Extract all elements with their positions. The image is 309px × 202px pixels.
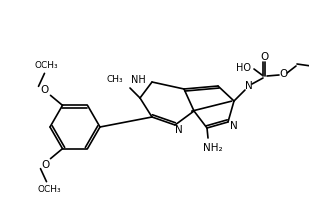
Text: OCH₃: OCH₃	[38, 185, 61, 194]
Text: HO: HO	[236, 63, 251, 73]
Text: N: N	[230, 121, 238, 131]
Text: O: O	[40, 85, 49, 95]
Text: O: O	[41, 160, 50, 170]
Text: NH: NH	[131, 75, 146, 85]
Text: OCH₃: OCH₃	[35, 61, 58, 70]
Text: NH₂: NH₂	[203, 143, 223, 153]
Text: O: O	[261, 52, 269, 62]
Text: CH₃: CH₃	[106, 76, 123, 84]
Text: N: N	[175, 125, 183, 135]
Text: N: N	[245, 81, 253, 91]
Text: O: O	[280, 69, 288, 79]
